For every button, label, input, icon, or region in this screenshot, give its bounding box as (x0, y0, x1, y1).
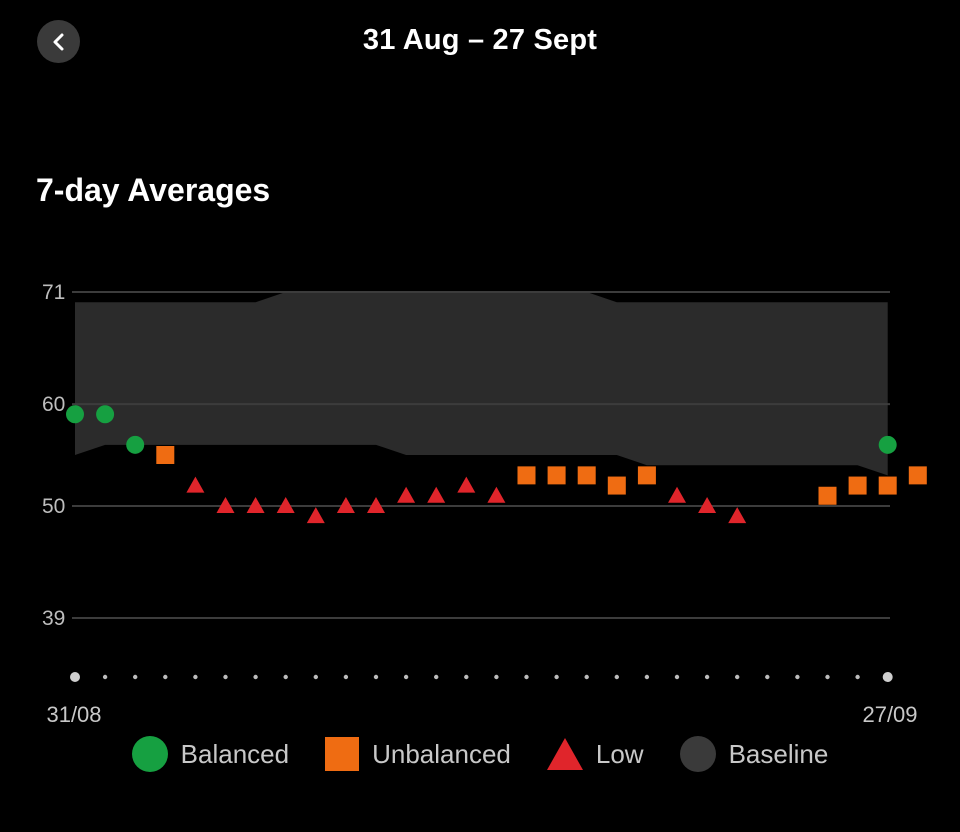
low-point (276, 496, 295, 513)
low-point (427, 486, 446, 503)
day-dot (704, 674, 710, 680)
legend-label: Baseline (728, 738, 829, 769)
x-tick-label: 27/09 (862, 702, 917, 727)
balanced-circle-icon (131, 736, 168, 772)
low-point (186, 476, 205, 493)
section-title: 7-day Averages (36, 172, 271, 208)
day-dot (524, 674, 529, 680)
unbalanced-square-icon (325, 737, 360, 771)
baseline-circle-icon (679, 736, 716, 772)
unbalanced-point (517, 466, 536, 485)
day-dot (253, 674, 258, 680)
day-dot (283, 674, 288, 680)
legend-item-unbalanced: Unbalanced (325, 737, 511, 771)
balanced-point (126, 435, 145, 454)
legend-label: Balanced (180, 738, 290, 769)
low-point (306, 507, 325, 524)
day-dot (765, 674, 770, 680)
balanced-point (878, 435, 897, 454)
day-dot (163, 674, 168, 680)
low-point (336, 496, 355, 513)
day-dot (644, 674, 650, 680)
legend-label: Unbalanced (372, 738, 511, 769)
day-dot (434, 674, 439, 680)
balanced-point (66, 405, 84, 424)
day-dot (795, 674, 800, 680)
day-dot (313, 674, 318, 680)
day-dot (373, 674, 379, 680)
day-dot (614, 674, 619, 680)
unbalanced-point (818, 486, 837, 505)
low-point (668, 486, 686, 503)
day-dot (223, 674, 228, 680)
low-point (397, 486, 416, 503)
day-dot (674, 674, 680, 680)
day-dot (584, 674, 589, 680)
day-dot (882, 672, 893, 682)
day-dot (554, 674, 559, 680)
low-point (246, 496, 265, 513)
day-dot (193, 674, 198, 680)
day-dot (825, 674, 830, 680)
day-dot (343, 674, 349, 680)
day-dot (464, 674, 469, 680)
low-point (698, 496, 717, 513)
back-button[interactable] (37, 20, 80, 63)
legend-label: Low (595, 738, 644, 769)
page-title: 31 Aug – 27 Sept (362, 24, 598, 56)
day-dot (133, 674, 138, 680)
day-dot (403, 674, 409, 680)
chevron-left-icon (53, 33, 63, 50)
x-tick-label: 31/08 (46, 702, 101, 727)
day-dot (494, 674, 499, 680)
unbalanced-point (637, 466, 656, 485)
legend-item-balanced: Balanced (131, 736, 290, 772)
y-tick-label: 50 (42, 495, 65, 518)
low-point (367, 496, 385, 513)
unbalanced-point (908, 466, 927, 485)
low-point (487, 486, 506, 503)
chart-legend: Balanced Unbalanced Low Baseline (0, 732, 960, 776)
day-dot (102, 674, 108, 680)
legend-item-low: Low (546, 738, 644, 770)
low-point (216, 496, 235, 513)
unbalanced-point (878, 476, 897, 495)
y-tick-label: 60 (42, 393, 65, 416)
y-tick-label: 39 (42, 607, 65, 630)
y-tick-label: 71 (42, 281, 65, 304)
unbalanced-point (848, 476, 867, 495)
unbalanced-point (577, 466, 596, 485)
day-dot (855, 674, 860, 680)
unbalanced-point (607, 476, 626, 495)
seven-day-averages-chart: 39 50 60 71 31/08 27/09 (42, 281, 927, 727)
baseline-band (75, 292, 888, 476)
unbalanced-point (547, 466, 566, 485)
low-triangle-icon (546, 738, 583, 770)
day-dot (70, 672, 80, 682)
day-dot (735, 674, 740, 680)
low-point (728, 507, 747, 524)
unbalanced-point (156, 446, 175, 464)
low-point (457, 476, 476, 493)
legend-item-baseline: Baseline (679, 736, 829, 772)
balanced-point (96, 405, 115, 424)
